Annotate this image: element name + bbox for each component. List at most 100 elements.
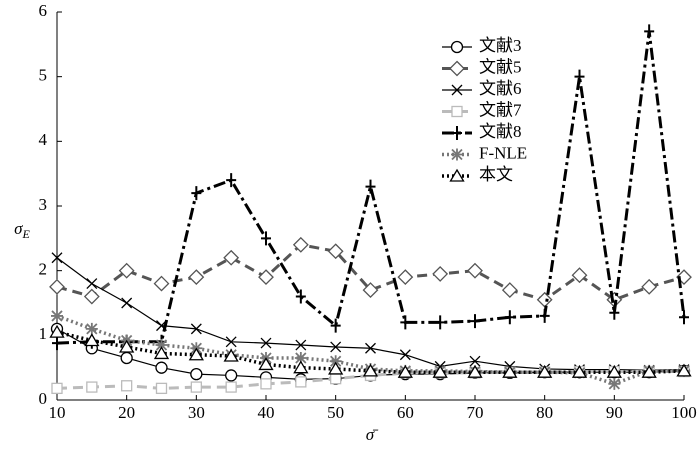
marker xyxy=(51,382,63,395)
marker xyxy=(84,333,100,347)
marker xyxy=(432,364,448,378)
x-tick-label: 60 xyxy=(397,403,414,422)
marker xyxy=(86,381,98,393)
marker xyxy=(536,291,553,308)
marker xyxy=(327,243,344,260)
marker xyxy=(85,322,98,335)
marker xyxy=(571,267,588,284)
legend-label: 本文 xyxy=(479,165,513,184)
marker xyxy=(225,381,237,393)
marker xyxy=(539,308,550,323)
marker xyxy=(502,364,518,378)
marker xyxy=(451,148,463,161)
marker xyxy=(641,278,658,295)
marker xyxy=(155,339,168,352)
marker xyxy=(606,364,622,378)
marker xyxy=(261,231,271,246)
marker xyxy=(153,275,170,292)
marker xyxy=(51,252,63,264)
marker xyxy=(504,310,515,325)
marker xyxy=(188,269,205,286)
marker xyxy=(644,24,655,39)
marker xyxy=(679,310,689,325)
marker xyxy=(294,351,307,364)
x-tick-label: 20 xyxy=(118,403,135,422)
marker xyxy=(188,347,204,361)
x-tick-label: 80 xyxy=(536,403,553,422)
marker xyxy=(467,364,483,378)
x-tick-label: 10 xyxy=(49,403,66,422)
marker xyxy=(190,323,202,335)
marker xyxy=(223,249,240,266)
marker xyxy=(121,380,133,392)
marker xyxy=(191,186,202,201)
marker xyxy=(449,60,465,77)
marker xyxy=(190,367,203,381)
marker xyxy=(190,381,202,393)
marker xyxy=(225,336,237,348)
y-axis-label-sub: E xyxy=(22,227,31,241)
marker xyxy=(435,315,446,330)
marker xyxy=(121,297,133,309)
marker xyxy=(293,360,309,374)
marker xyxy=(258,357,274,371)
marker xyxy=(400,315,411,330)
y-tick-label: 4 xyxy=(39,130,48,149)
legend-label: 文献8 xyxy=(479,122,522,141)
marker xyxy=(295,376,307,388)
marker xyxy=(362,363,379,377)
x-axis-label: σ̄ xyxy=(366,425,379,444)
marker xyxy=(501,282,518,298)
marker xyxy=(451,84,463,96)
marker xyxy=(118,262,135,279)
y-axis-label-main: σ xyxy=(14,219,23,238)
marker xyxy=(223,348,239,362)
marker xyxy=(608,377,621,390)
y-tick-label: 2 xyxy=(39,260,48,279)
marker xyxy=(676,363,692,377)
legend-label: F-NLE xyxy=(479,143,527,162)
marker xyxy=(450,40,464,54)
marker xyxy=(330,373,342,385)
y-tick-label: 3 xyxy=(39,195,48,214)
marker xyxy=(397,269,414,286)
marker xyxy=(51,309,63,322)
marker xyxy=(432,265,449,282)
x-tick-label: 70 xyxy=(467,403,484,422)
series-line xyxy=(56,257,685,371)
marker xyxy=(330,318,341,333)
marker xyxy=(295,339,307,351)
marker xyxy=(260,337,272,349)
marker xyxy=(574,69,585,84)
y-tick-label: 1 xyxy=(39,324,48,343)
marker xyxy=(226,173,237,188)
x-tick-label: 90 xyxy=(606,403,623,422)
y-tick-label: 5 xyxy=(39,66,48,85)
marker xyxy=(467,262,483,279)
marker xyxy=(155,382,168,395)
marker xyxy=(295,289,306,304)
marker xyxy=(365,342,376,354)
marker xyxy=(49,278,65,295)
marker xyxy=(641,364,657,378)
marker xyxy=(52,336,62,351)
marker xyxy=(452,126,462,140)
legend-label: 文献7 xyxy=(479,100,522,119)
marker xyxy=(225,369,238,382)
y-tick-label: 0 xyxy=(39,389,48,408)
x-tick-label: 100 xyxy=(671,403,697,422)
marker xyxy=(537,364,553,378)
marker xyxy=(609,305,620,320)
marker xyxy=(571,364,588,378)
marker xyxy=(470,314,480,329)
marker xyxy=(260,378,272,390)
marker xyxy=(449,168,465,182)
marker xyxy=(120,351,133,365)
marker xyxy=(328,361,344,375)
y-tick-label: 6 xyxy=(39,1,48,20)
marker xyxy=(155,361,168,374)
marker xyxy=(330,341,342,353)
x-tick-label: 40 xyxy=(258,403,275,422)
marker xyxy=(153,346,170,360)
